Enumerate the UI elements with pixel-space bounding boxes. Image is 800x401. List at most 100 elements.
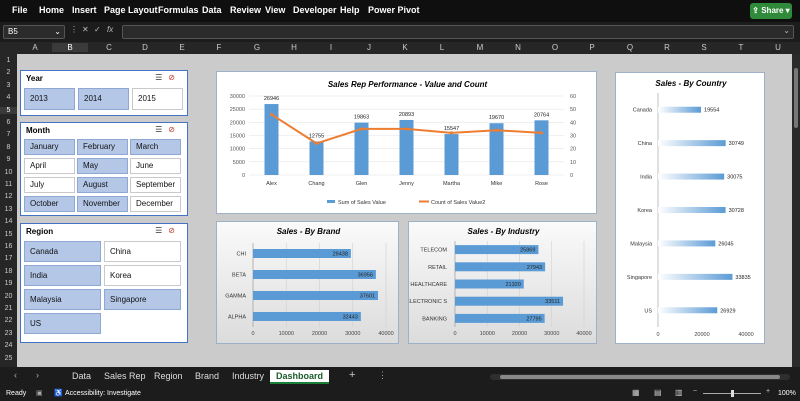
vertical-scrollbar[interactable]: [792, 54, 800, 367]
slicer-item-october[interactable]: October: [24, 196, 75, 212]
row-header[interactable]: 17: [4, 255, 13, 263]
slicer-item-2013[interactable]: 2013: [24, 88, 75, 110]
macro-icon[interactable]: ▣: [36, 390, 43, 397]
column-header[interactable]: J: [367, 43, 371, 52]
column-header[interactable]: N: [515, 43, 521, 52]
share-button[interactable]: ⇪ Share ▾: [750, 3, 792, 19]
zoom-slider-thumb[interactable]: [731, 390, 734, 397]
slicer-item-korea[interactable]: Korea: [104, 265, 181, 286]
more-tabs-icon[interactable]: ⋮: [378, 370, 387, 380]
row-header[interactable]: 9: [6, 156, 11, 164]
clear-filter-icon[interactable]: ⊘: [168, 226, 181, 235]
accessibility-status[interactable]: Accessibility: Investigate: [65, 390, 141, 397]
column-header[interactable]: A: [32, 43, 38, 52]
clear-filter-icon[interactable]: ⊘: [168, 125, 181, 134]
row-header[interactable]: 5: [0, 106, 17, 114]
multi-select-icon[interactable]: ☰: [155, 73, 169, 82]
slicer-item-april[interactable]: April: [24, 158, 75, 174]
menu-help[interactable]: Help: [340, 5, 360, 15]
row-header[interactable]: 24: [4, 342, 13, 350]
row-header[interactable]: 15: [4, 230, 13, 238]
sheet-tab-dashboard[interactable]: Dashboard: [270, 370, 330, 384]
column-header[interactable]: B: [52, 43, 88, 52]
multi-select-icon[interactable]: ☰: [155, 125, 169, 134]
slicer-item-india[interactable]: India: [24, 265, 101, 286]
slicer-item-november[interactable]: November: [77, 196, 128, 212]
slicer-item-us[interactable]: US: [24, 313, 101, 334]
column-header[interactable]: S: [701, 43, 707, 52]
more-icon[interactable]: ⋮: [70, 25, 78, 34]
slicer-item-2014[interactable]: 2014: [78, 88, 129, 110]
slicer-item-july[interactable]: July: [24, 177, 75, 193]
row-header[interactable]: 1: [6, 57, 11, 64]
row-header[interactable]: 6: [6, 119, 11, 126]
function-icon[interactable]: fx: [107, 25, 114, 34]
worksheet-grid[interactable]: Year ☰⊘ 2013 2014 2015 Month ☰⊘ January Feb…: [17, 54, 800, 367]
slicer-item-september[interactable]: September: [130, 177, 181, 193]
slicer-item-august[interactable]: August: [77, 177, 128, 193]
zoom-in-button[interactable]: +: [766, 388, 771, 395]
row-header[interactable]: 14: [4, 218, 13, 226]
sheet-tab-industry[interactable]: Industry: [232, 371, 265, 381]
menu-page-layout[interactable]: Page Layout: [104, 5, 158, 15]
menu-power-pivot[interactable]: Power Pivot: [368, 5, 420, 15]
row-header[interactable]: 13: [4, 205, 13, 213]
column-header[interactable]: P: [589, 43, 595, 52]
row-header[interactable]: 22: [4, 317, 13, 325]
menu-file[interactable]: File: [12, 5, 28, 15]
row-header[interactable]: 4: [6, 94, 11, 102]
expand-icon[interactable]: ⌄: [783, 26, 790, 35]
menu-review[interactable]: Review: [230, 5, 262, 15]
zoom-slider[interactable]: [703, 390, 761, 397]
column-header[interactable]: O: [551, 43, 559, 52]
menu-developer[interactable]: Developer: [293, 5, 337, 15]
add-sheet-button[interactable]: +: [349, 369, 356, 381]
slicer-item-january[interactable]: January: [24, 139, 75, 155]
slicer-item-2015[interactable]: 2015: [132, 88, 183, 110]
page-break-view-icon[interactable]: ▥: [675, 388, 683, 397]
row-header[interactable]: 21: [4, 305, 13, 312]
row-header[interactable]: 7: [6, 131, 11, 139]
menu-view[interactable]: View: [265, 5, 286, 15]
sheet-tab-sales-rep[interactable]: Sales Rep: [104, 371, 146, 381]
slicer-item-canada[interactable]: Canada: [24, 241, 101, 262]
horizontal-scrollbar[interactable]: [490, 374, 790, 380]
slicer-item-december[interactable]: December: [130, 196, 181, 212]
row-header[interactable]: 23: [4, 329, 13, 337]
column-header[interactable]: F: [216, 43, 222, 52]
row-header[interactable]: 12: [4, 193, 13, 201]
column-header[interactable]: I: [329, 43, 333, 52]
column-header[interactable]: E: [179, 43, 185, 52]
row-header[interactable]: 19: [4, 280, 13, 288]
zoom-out-button[interactable]: −: [693, 388, 698, 395]
name-box[interactable]: B5 ⌄: [3, 25, 65, 39]
chevron-down-icon[interactable]: ⌄: [54, 27, 61, 36]
slicer-item-may[interactable]: May: [77, 158, 128, 174]
column-header[interactable]: G: [253, 43, 261, 52]
sheet-tab-data[interactable]: Data: [72, 371, 92, 381]
column-header[interactable]: D: [142, 43, 148, 52]
cancel-icon[interactable]: ✕: [82, 25, 89, 34]
country-chart[interactable]: Sales - By Country 0 20000 40000 19554 Canad…: [615, 72, 765, 344]
row-header[interactable]: 16: [4, 243, 13, 250]
column-header[interactable]: L: [439, 43, 445, 52]
row-header[interactable]: 18: [4, 267, 13, 275]
brand-chart[interactable]: Sales - By Brand 0 10000 20000 30000 40000 29…: [216, 221, 399, 344]
column-header[interactable]: M: [476, 43, 484, 52]
zoom-level[interactable]: 100%: [778, 390, 796, 397]
slicer-item-china[interactable]: China: [104, 241, 181, 262]
menu-data[interactable]: Data: [202, 5, 222, 15]
industry-chart[interactable]: Sales - By Industry 0 10000 20000 30000 4000…: [408, 221, 597, 344]
column-header[interactable]: T: [738, 43, 744, 52]
slicer-item-march[interactable]: March: [130, 139, 181, 155]
scroll-thumb[interactable]: [500, 375, 780, 379]
slicer-item-june[interactable]: June: [130, 158, 181, 174]
chevron-right-icon[interactable]: ›: [36, 370, 39, 380]
column-header[interactable]: K: [402, 43, 408, 52]
page-layout-view-icon[interactable]: ▤: [654, 388, 662, 397]
menu-home[interactable]: Home: [39, 5, 65, 15]
chevron-left-icon[interactable]: ‹: [14, 370, 17, 380]
menu-insert[interactable]: Insert: [72, 5, 97, 15]
row-header[interactable]: 10: [4, 168, 13, 176]
row-header[interactable]: 11: [4, 181, 13, 188]
